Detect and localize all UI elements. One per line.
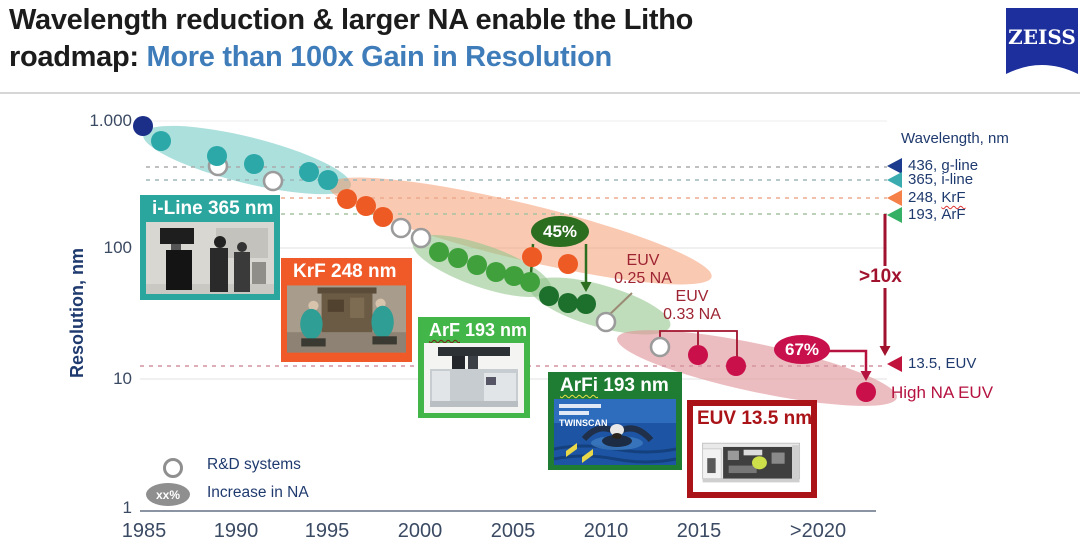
high-na-euv-label: High NA EUV bbox=[891, 383, 994, 402]
data-point-euv-13-5-nm bbox=[688, 345, 708, 365]
rnd-systems-label: R&D systems bbox=[207, 456, 301, 473]
zeiss-logo-text: ZEISS bbox=[1008, 25, 1076, 49]
increase-in-na-label: Increase in NA bbox=[207, 484, 309, 501]
iline-photo bbox=[146, 222, 274, 294]
x-tick-2015: 2015 bbox=[676, 520, 722, 542]
annotation-connector bbox=[829, 349, 868, 372]
krf-248nm-box: KrF 248 nm bbox=[281, 258, 412, 362]
data-point-arf-193-nm-dry bbox=[448, 248, 468, 268]
data-point-krf-248-nm bbox=[373, 207, 393, 227]
data-point-arf-193-nm-dry bbox=[504, 266, 524, 286]
data-point-arf-193-nm-dry bbox=[467, 255, 487, 275]
data-point-i-line-365-nm bbox=[318, 170, 338, 190]
arrowhead-icon bbox=[580, 282, 592, 292]
data-point-rnd-euv-13-5-nm bbox=[649, 336, 671, 358]
title-divider bbox=[0, 92, 1080, 94]
data-point-arf-193-nm-dry bbox=[486, 262, 506, 282]
x-tick-2010: 2010 bbox=[583, 520, 629, 542]
technology-era-oval bbox=[617, 330, 897, 406]
zeiss-logo: ZEISS bbox=[1006, 8, 1078, 74]
na-increase-67-badge: 67% bbox=[774, 335, 830, 364]
x-tick-2005: 2005 bbox=[490, 520, 536, 542]
data-point-rnd-euv-13-5-nm bbox=[595, 311, 617, 333]
wavelength-item-EUV: 13.5, EUV bbox=[887, 355, 976, 372]
arf-193nm-box: ArF 193 nm bbox=[418, 317, 530, 418]
x-tick-2000: 2000 bbox=[397, 520, 443, 542]
y-tick-1.000: 1.000 bbox=[89, 111, 132, 130]
x-tick-1985: 1985 bbox=[121, 520, 167, 542]
data-point-krf-248-nm bbox=[356, 196, 376, 216]
krf-photo bbox=[287, 285, 406, 353]
arrowhead-icon bbox=[879, 346, 891, 356]
rnd-systems-icon bbox=[163, 458, 183, 478]
data-point-i-line-365-nm bbox=[207, 146, 227, 166]
wavelength-triangle-icon bbox=[887, 157, 902, 174]
data-point-arf-193-nm-dry bbox=[429, 242, 449, 262]
y-tick-10: 10 bbox=[113, 369, 132, 388]
data-point-arf-193-nm-dry bbox=[520, 272, 540, 292]
na-increase-45-badge: 45% bbox=[531, 216, 589, 247]
wavelength-triangle-icon bbox=[887, 189, 902, 206]
x-tick-1995: 1995 bbox=[304, 520, 350, 542]
data-point-rnd-krf-248-nm bbox=[410, 227, 432, 249]
wavelength-item-i-line: 365, i-line bbox=[887, 171, 973, 188]
data-point-euv-13-5-nm bbox=[726, 356, 746, 376]
wavelength-triangle-icon bbox=[887, 355, 902, 372]
wavelength-item-g-line: 436, g-line bbox=[887, 157, 978, 174]
data-point-i-line-365-nm bbox=[299, 162, 319, 182]
wavelength-item-KrF: 248, KrF bbox=[887, 189, 966, 206]
x-tick->2020: >2020 bbox=[789, 520, 847, 542]
data-point-krf-248-nm bbox=[522, 247, 542, 267]
wavelength-legend-header: Wavelength, nm bbox=[901, 130, 1009, 147]
arrowhead-icon bbox=[860, 371, 872, 381]
iline-box-title: i-Line 365 nm bbox=[152, 198, 274, 219]
annotation-connector bbox=[607, 292, 633, 317]
arf-box-title: ArF 193 nm bbox=[429, 320, 528, 340]
y-tick-100: 100 bbox=[103, 238, 132, 257]
euv-box-title: EUV 13.5 nm bbox=[697, 408, 813, 429]
euv-033-na-label: EUV 0.33 NA bbox=[663, 288, 721, 323]
gain-10x-label: >10x bbox=[856, 266, 905, 288]
euv-135nm-box: EUV 13.5 nm bbox=[687, 400, 817, 498]
arfi-193nm-box: ArFi 193 nm TWINSCAN bbox=[548, 372, 682, 470]
wavelength-triangle-icon bbox=[887, 171, 902, 188]
arf-photo bbox=[424, 343, 524, 413]
title-highlight: More than 100x Gain in Resolution bbox=[146, 41, 613, 73]
euv-025-na-label: EUV 0.25 NA bbox=[614, 252, 672, 287]
data-point-i-line-365-nm bbox=[244, 154, 264, 174]
data-point-rnd-i-line-365-nm bbox=[262, 170, 284, 192]
krf-box-title: KrF 248 nm bbox=[293, 261, 397, 282]
iline-365nm-box: i-Line 365 nm bbox=[140, 195, 280, 300]
data-point-arf-193-nm-immersion bbox=[539, 286, 559, 306]
page-title: Wavelength reduction & larger NA enable … bbox=[9, 2, 693, 76]
x-tick-1990: 1990 bbox=[213, 520, 259, 542]
title-line-1: Wavelength reduction & larger NA enable … bbox=[9, 4, 694, 36]
title-line-2: roadmap: More than 100x Gain in Resoluti… bbox=[9, 41, 613, 73]
y-tick-1: 1 bbox=[122, 498, 132, 517]
technology-era-oval bbox=[328, 177, 712, 285]
zeiss-logo-flag bbox=[1006, 8, 1078, 74]
technology-era-oval bbox=[529, 277, 671, 335]
arfi-photo-caption: TWINSCAN bbox=[559, 418, 608, 428]
wavelength-triangle-icon bbox=[887, 206, 902, 223]
data-point-rnd-krf-248-nm bbox=[390, 217, 412, 239]
data-point-euv-13-5-nm bbox=[856, 382, 876, 402]
data-point-g-line-436-nm bbox=[133, 116, 153, 136]
data-point-krf-248-nm bbox=[337, 189, 357, 209]
data-point-arf-193-nm-immersion bbox=[558, 293, 578, 313]
wavelength-item-ArF: 193, ArF bbox=[887, 206, 966, 223]
euv-photo bbox=[697, 432, 807, 488]
data-point-i-line-365-nm bbox=[151, 131, 171, 151]
arfi-photo: TWINSCAN bbox=[554, 399, 676, 465]
data-point-krf-248-nm bbox=[558, 254, 578, 274]
arfi-box-title: ArFi 193 nm bbox=[560, 375, 669, 396]
data-point-arf-193-nm-immersion bbox=[576, 294, 596, 314]
increase-in-na-icon: xx% bbox=[146, 483, 190, 506]
